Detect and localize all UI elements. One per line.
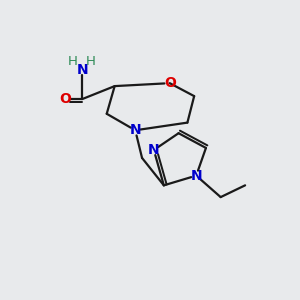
Text: H: H bbox=[86, 55, 96, 68]
Text: O: O bbox=[60, 92, 71, 106]
Text: N: N bbox=[76, 63, 88, 76]
Text: O: O bbox=[164, 76, 176, 90]
Text: N: N bbox=[148, 143, 160, 157]
Text: H: H bbox=[68, 55, 77, 68]
Text: N: N bbox=[190, 169, 202, 183]
Text: N: N bbox=[130, 123, 141, 137]
